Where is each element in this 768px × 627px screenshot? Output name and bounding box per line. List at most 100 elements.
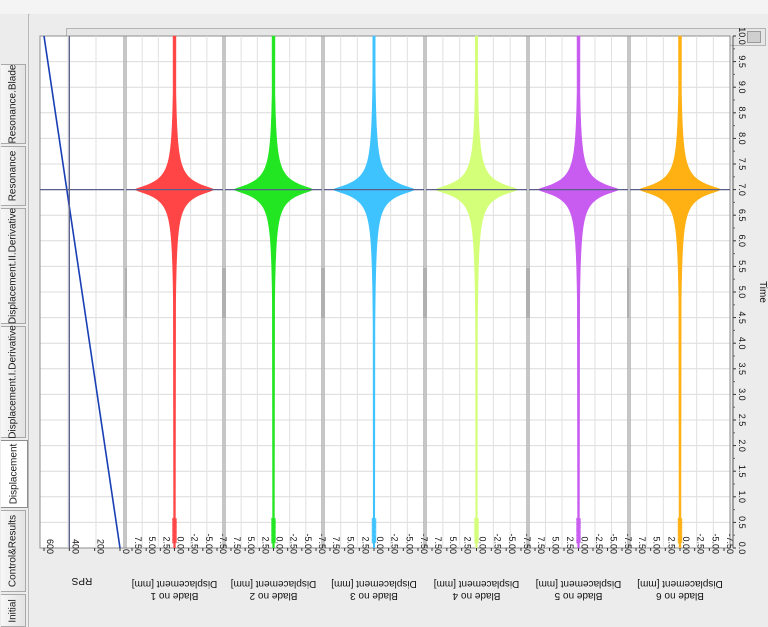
displacement-tick-label: 5.00: [448, 536, 458, 554]
blade-6-title: Blade no 6: [656, 590, 704, 601]
displacement-tick-label: 5.00: [652, 536, 662, 554]
blade-1-ripple: [172, 517, 177, 544]
time-tick-label: 0.0: [737, 542, 747, 555]
displacement-tick-label: -2.50: [289, 533, 299, 554]
tab-resonance[interactable]: Resonance: [1, 146, 26, 206]
tab-control-results[interactable]: Control&Results: [1, 510, 26, 592]
blade-4-title: Blade no 4: [452, 590, 500, 601]
displacement-tick-label: 2.50: [565, 536, 575, 554]
blade-6-displacement-envelope: [638, 35, 722, 549]
time-tick-label: 9.0: [737, 81, 747, 94]
displacement-tick-label: -5.00: [303, 533, 313, 554]
time-tick-label: 5.5: [737, 260, 747, 273]
displacement-tick-label: 5.00: [147, 536, 157, 554]
blade-4-displacement-envelope: [434, 35, 519, 549]
rps-line: [43, 35, 121, 549]
rps-axis-label: RPS: [71, 575, 92, 586]
displacement-tick-label: -7.50: [522, 533, 532, 554]
time-tick-label: 7.5: [737, 158, 747, 171]
displacement-tick-label: 5.00: [551, 536, 561, 554]
time-tick-label: 8.5: [737, 107, 747, 120]
rps-tick-label: 200: [96, 539, 106, 554]
displacement-tick-label: -2.50: [696, 533, 706, 554]
displacement-tick-label: 0.00: [275, 536, 285, 554]
displacement-tick-label: -7.50: [623, 533, 633, 554]
displacement-tick-label: 0.00: [478, 536, 488, 554]
displacement-tick-label: 2.50: [666, 536, 676, 554]
time-tick-label: 2.5: [737, 414, 747, 427]
time-tick-label: 4.0: [737, 337, 747, 350]
blade-4-ripple: [474, 517, 479, 544]
blade-1-title: Blade no 1: [150, 590, 198, 601]
blade-5-title: Blade no 5: [554, 590, 602, 601]
horizontal-scroll-thumb[interactable]: [747, 31, 761, 43]
displacement-tick-label: 5.00: [346, 536, 356, 554]
displacement-tick-label: 0.00: [375, 536, 385, 554]
blade-5-displacement-envelope: [537, 35, 620, 549]
time-tick-label: 10.0: [737, 27, 747, 45]
displacement-tick-label: 0.00: [580, 536, 590, 554]
tab-resonance-blade[interactable]: Resonance.Blade: [1, 64, 26, 144]
displacement-tick-label: -2.50: [594, 533, 604, 554]
time-tick-label: 6.5: [737, 209, 747, 222]
blade-1-displacement-envelope: [134, 35, 215, 549]
tab-displacement[interactable]: Displacement: [1, 440, 28, 508]
displacement-tick-label: -7.50: [419, 533, 429, 554]
displacement-tick-label: 7.50: [536, 536, 546, 554]
time-tick-label: 3.0: [737, 388, 747, 401]
displacement-tick-label: 2.50: [360, 536, 370, 554]
displacement-tick-label: -7.50: [725, 533, 735, 554]
blade-2-displacement-envelope: [233, 35, 314, 549]
time-tick-label: 0.5: [737, 516, 747, 529]
blade-2-title: Blade no 2: [249, 590, 297, 601]
blade-5-ripple: [576, 517, 581, 544]
tab-initial[interactable]: Initial: [1, 594, 26, 627]
blade-5-axis-label: Displacement [mm]: [535, 578, 621, 589]
displacement-tick-label: -5.00: [507, 533, 517, 554]
time-tick-label: 5.0: [737, 286, 747, 299]
time-tick-label: 1.0: [737, 491, 747, 504]
tab-displacement-ii-derivative[interactable]: Displacement.II.Derivative: [1, 208, 26, 324]
time-tick-label: 1.5: [737, 465, 747, 478]
displacement-tick-label: 7.50: [331, 536, 341, 554]
displacement-tick-label: 2.50: [161, 536, 171, 554]
rps-tick-label: 600: [45, 539, 55, 554]
time-tick-label: 7.0: [737, 183, 747, 196]
displacement-tick-label: -5.00: [710, 533, 720, 554]
displacement-tick-label: 7.50: [232, 536, 242, 554]
displacement-tick-label: -2.50: [390, 533, 400, 554]
blade-3-title: Blade no 3: [350, 590, 398, 601]
time-tick-label: 3.5: [737, 363, 747, 376]
time-tick-label: 9.5: [737, 55, 747, 68]
blade-1-axis-label: Displacement [mm]: [131, 578, 217, 589]
displacement-tick-label: -5.00: [204, 533, 214, 554]
displacement-tick-label: 5.00: [246, 536, 256, 554]
tab-displacement-i-derivative[interactable]: Displacement.I.Derivative: [1, 325, 26, 439]
blade-3-ripple: [371, 517, 377, 544]
displacement-tick-label: 7.50: [433, 536, 443, 554]
displacement-tick-label: -2.50: [492, 533, 502, 554]
time-tick-label: 4.5: [737, 311, 747, 324]
blade-2-axis-label: Displacement [mm]: [230, 578, 316, 589]
displacement-tick-label: -2.50: [190, 533, 200, 554]
blade-4-axis-label: Displacement [mm]: [433, 578, 519, 589]
time-tick-label: 8.0: [737, 132, 747, 145]
displacement-tick-label: 7.50: [637, 536, 647, 554]
displacement-tick-label: 0.00: [681, 536, 691, 554]
rps-tick-label: 0: [121, 549, 131, 554]
displacement-tick-label: -5.00: [609, 533, 619, 554]
displacement-tick-label: -5.00: [404, 533, 414, 554]
displacement-tick-label: 2.50: [260, 536, 270, 554]
vertical-tab-strip: Initial Control&Results Displacement Displa…: [0, 14, 29, 627]
blade-6-axis-label: Displacement [mm]: [637, 578, 723, 589]
blade-3-displacement-envelope: [332, 35, 416, 549]
panel-frame: [39, 35, 125, 549]
blade-2-ripple: [271, 517, 276, 544]
displacement-tick-label: -7.50: [317, 533, 327, 554]
blade-3-axis-label: Displacement [mm]: [331, 578, 417, 589]
displacement-tick-label: 0.00: [176, 536, 186, 554]
time-axis-label: Time: [757, 281, 768, 303]
displacement-tick-label: 2.50: [463, 536, 473, 554]
